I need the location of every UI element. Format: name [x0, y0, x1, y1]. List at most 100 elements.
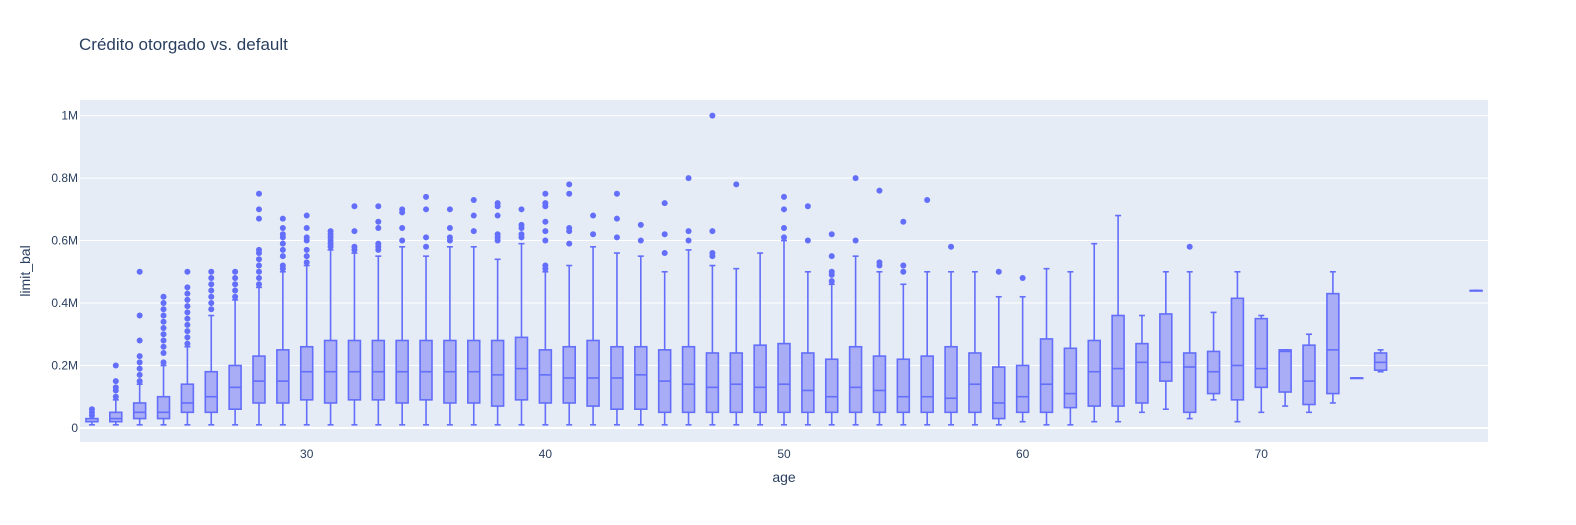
outlier-point: [900, 268, 907, 275]
box-iqr: [347, 339, 362, 401]
outlier-point: [566, 240, 573, 247]
outlier-point: [709, 250, 716, 257]
box-age-57: [944, 243, 958, 426]
box-iqr: [1254, 317, 1269, 389]
box-iqr: [371, 339, 386, 401]
box-age-30: [299, 212, 314, 426]
outlier-point: [160, 293, 167, 300]
outlier-point: [303, 212, 310, 219]
box-age-46: [681, 175, 696, 426]
outlier-point: [518, 221, 525, 228]
outlier-point: [255, 246, 262, 253]
outlier-point: [828, 278, 835, 285]
box-iqr: [490, 339, 505, 407]
outlier-point: [208, 275, 215, 282]
box-iqr: [801, 352, 815, 414]
box-iqr: [586, 339, 600, 407]
outlier-point: [518, 231, 525, 238]
box-iqr: [419, 339, 433, 401]
box-series: [85, 112, 1483, 426]
outlier-point: [375, 218, 382, 225]
outlier-point: [160, 312, 167, 319]
box-iqr: [968, 352, 982, 414]
outlier-point: [828, 268, 835, 275]
box-iqr: [1135, 342, 1149, 404]
outlier-point: [255, 256, 262, 263]
outlier-point: [542, 262, 549, 269]
outlier-point: [255, 268, 262, 275]
outlier-point: [208, 306, 215, 313]
box-age-47: [705, 112, 720, 426]
outlier-point: [279, 215, 286, 222]
outlier-point: [184, 296, 191, 303]
y-tick-label: 0.2M: [51, 358, 78, 372]
outlier-point: [327, 228, 334, 235]
outlier-point: [184, 303, 191, 310]
outlier-point: [255, 206, 262, 213]
box-iqr: [1326, 292, 1340, 395]
outlier-point: [781, 234, 787, 241]
box-age-37: [466, 196, 481, 426]
outlier-point: [470, 196, 477, 203]
box-age-24: [156, 293, 171, 426]
outlier-point: [136, 353, 143, 360]
outlier-point: [446, 206, 453, 213]
box-age-27: [228, 268, 242, 426]
outlier-point: [208, 287, 215, 294]
outlier-point: [232, 287, 239, 294]
box-age-41: [562, 181, 576, 426]
box-iqr: [1111, 314, 1125, 407]
x-tick-label: 50: [777, 447, 791, 461]
outlier-point: [303, 259, 310, 266]
outlier-point: [255, 281, 262, 288]
outlier-point: [804, 203, 811, 210]
outlier-point: [542, 218, 549, 225]
box-iqr: [872, 355, 887, 414]
outlier-point: [232, 293, 239, 300]
box-age-26: [204, 268, 219, 426]
box-iqr: [848, 345, 863, 414]
outlier-point: [375, 203, 382, 210]
outlier-point: [542, 200, 549, 207]
outlier-point: [303, 253, 310, 260]
outlier-point: [399, 206, 406, 213]
outlier-point: [184, 268, 191, 275]
box-age-69: [1230, 270, 1245, 423]
x-tick-label: 70: [1255, 447, 1269, 461]
outlier-point: [279, 240, 286, 247]
outlier-point: [781, 225, 787, 232]
outlier-point: [590, 212, 597, 219]
x-tick-label: 60: [1016, 447, 1030, 461]
outlier-point: [279, 253, 286, 260]
box-age-52: [824, 231, 839, 426]
box-iqr: [681, 345, 696, 414]
box-iqr: [753, 344, 767, 414]
box-age-38: [490, 200, 505, 426]
outlier-point: [255, 215, 262, 222]
outlier-point: [470, 212, 477, 219]
outlier-point: [136, 312, 143, 319]
outlier-point: [184, 315, 191, 322]
outlier-point: [399, 237, 406, 244]
outlier-point: [160, 349, 167, 356]
outlier-point: [900, 262, 907, 269]
box-iqr: [562, 345, 576, 404]
box-age-36: [443, 206, 457, 426]
box-iqr: [156, 395, 171, 420]
outlier-point: [613, 190, 620, 197]
box-iqr: [252, 355, 266, 404]
box-iqr: [132, 402, 147, 420]
outlier-point: [255, 262, 262, 269]
outlier-point: [804, 237, 811, 244]
box-age-71: [1278, 349, 1292, 407]
outlier-point: [160, 343, 167, 350]
box-age-45: [657, 200, 672, 426]
y-tick-label: 0.6M: [51, 234, 78, 248]
outlier-point: [828, 253, 835, 260]
outlier-point: [685, 175, 692, 182]
outlier-point: [709, 228, 716, 235]
outlier-point: [160, 331, 167, 338]
box-iqr: [109, 411, 123, 423]
box-age-72: [1302, 333, 1316, 414]
outlier-point: [399, 225, 406, 232]
